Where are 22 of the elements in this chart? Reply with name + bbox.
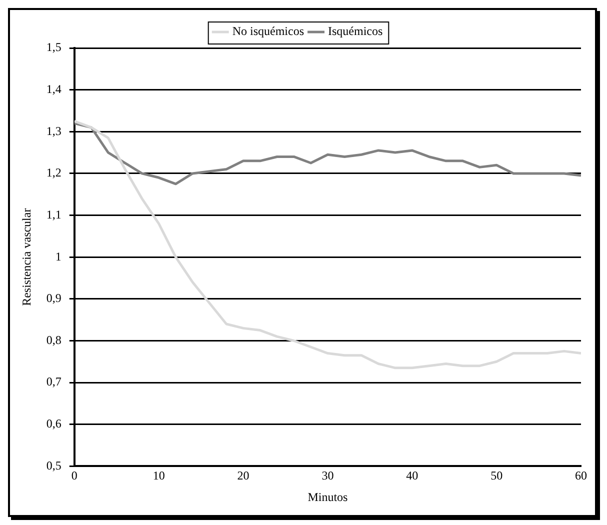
y-tick-label: 0,5 xyxy=(46,458,62,472)
y-tick-label: 0,8 xyxy=(46,332,62,347)
y-tick-label: 0,9 xyxy=(46,291,62,306)
y-tick-label: 0,6 xyxy=(46,416,62,431)
y-tick-label: 1,5 xyxy=(46,40,62,54)
x-tick-label: 20 xyxy=(237,468,250,483)
x-tick-label: 30 xyxy=(322,468,334,483)
y-tick-label: 1 xyxy=(55,249,62,264)
x-tick-label: 60 xyxy=(575,468,587,483)
x-tick-label: 10 xyxy=(152,468,165,483)
y-tick-label: 0,7 xyxy=(46,374,62,389)
y-axis-title: Resistencia vascular xyxy=(19,208,34,306)
legend-label: Isquémicos xyxy=(328,24,383,38)
x-tick-label: 40 xyxy=(406,468,418,483)
y-tick-label: 1,3 xyxy=(46,124,62,138)
y-tick-label: 1,1 xyxy=(46,207,62,222)
y-tick-label: 1,2 xyxy=(46,166,62,180)
x-tick-label: 0 xyxy=(71,468,78,483)
legend-label: No isquémicos xyxy=(232,24,304,38)
x-tick-label: 50 xyxy=(490,468,503,483)
x-axis-title: Minutos xyxy=(308,490,348,504)
y-tick-label: 1,4 xyxy=(46,82,62,96)
